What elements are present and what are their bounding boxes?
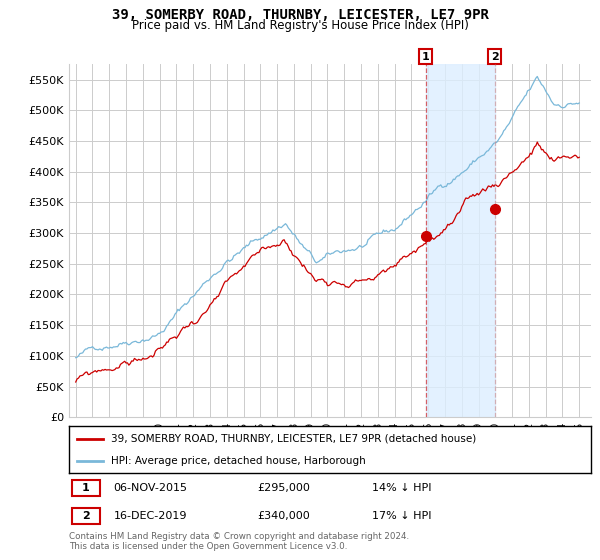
Text: 14% ↓ HPI: 14% ↓ HPI: [372, 483, 431, 493]
Text: 2: 2: [491, 52, 499, 62]
Text: 1: 1: [422, 52, 430, 62]
FancyBboxPatch shape: [71, 479, 100, 496]
Text: 2: 2: [82, 511, 90, 521]
FancyBboxPatch shape: [71, 508, 100, 524]
Text: 39, SOMERBY ROAD, THURNBY, LEICESTER, LE7 9PR (detached house): 39, SOMERBY ROAD, THURNBY, LEICESTER, LE…: [111, 434, 476, 444]
Text: 1: 1: [82, 483, 90, 493]
Text: £340,000: £340,000: [257, 511, 310, 521]
Text: HPI: Average price, detached house, Harborough: HPI: Average price, detached house, Harb…: [111, 456, 365, 466]
Text: 16-DEC-2019: 16-DEC-2019: [113, 511, 187, 521]
Text: Contains HM Land Registry data © Crown copyright and database right 2024.
This d: Contains HM Land Registry data © Crown c…: [69, 532, 409, 552]
Bar: [425, 64, 494, 417]
Text: 39, SOMERBY ROAD, THURNBY, LEICESTER, LE7 9PR: 39, SOMERBY ROAD, THURNBY, LEICESTER, LE…: [112, 8, 488, 22]
Text: 06-NOV-2015: 06-NOV-2015: [113, 483, 187, 493]
Text: £295,000: £295,000: [257, 483, 310, 493]
Text: Price paid vs. HM Land Registry's House Price Index (HPI): Price paid vs. HM Land Registry's House …: [131, 19, 469, 32]
Text: 17% ↓ HPI: 17% ↓ HPI: [372, 511, 431, 521]
